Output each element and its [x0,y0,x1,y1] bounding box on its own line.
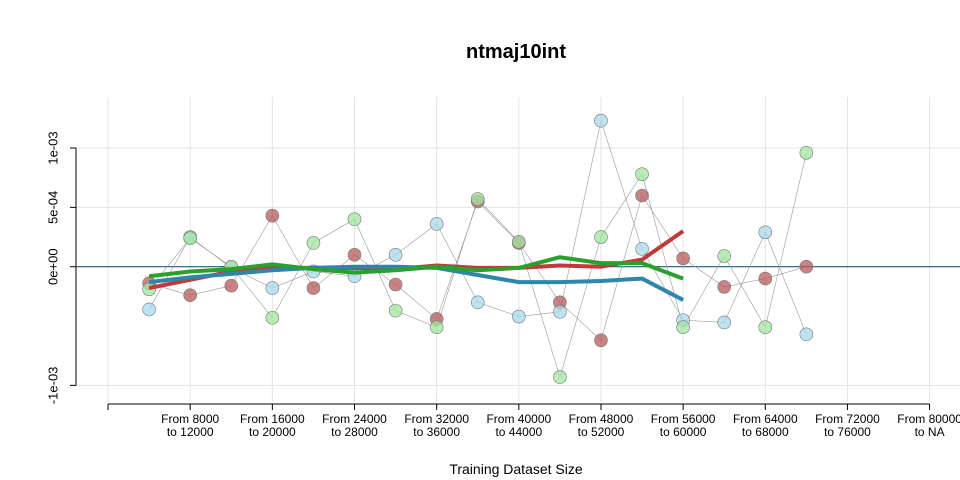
data-point [717,280,732,294]
x-tick-label: From 8000 to 12000 [161,412,219,439]
x-tick-label-line: From 56000 [651,412,716,426]
x-tick-label: From 72000 to 76000 [815,412,880,439]
data-point [635,242,649,256]
data-point [676,251,690,266]
data-point [429,320,444,335]
x-tick-label-line: to 52000 [578,425,625,439]
x-tick-label-line: From 24000 [322,412,387,426]
data-point [306,236,321,250]
data-point [717,315,732,330]
data-point [470,192,485,206]
y-tick-label: 1e-03 [45,131,60,164]
data-point [183,288,197,302]
x-tick-label-line: to 12000 [167,425,214,439]
x-tick-label-line: From 40000 [486,412,551,426]
data-point [594,333,608,348]
data-point [635,167,649,181]
x-tick-label-line: From 72000 [815,412,880,426]
data-point [758,225,773,240]
x-tick-label-line: to 68000 [742,425,789,439]
data-point [799,145,814,160]
x-tick-label: From 40000 to 44000 [486,412,551,439]
data-point [306,281,321,295]
data-point [388,277,403,292]
x-tick-label: From 32000 to 36000 [404,412,469,439]
data-point [758,271,773,286]
data-point [717,249,732,263]
data-point [676,320,690,335]
chart-title: ntmaj10int [466,41,566,63]
data-point [799,327,814,342]
y-tick-label: -1e-03 [45,367,60,405]
x-tick-label: From 80000 to NA [897,412,960,439]
x-tick-label-line: From 48000 [569,412,634,426]
x-tick-label-line: to 20000 [249,425,296,439]
x-tick-label: From 16000 to 20000 [240,412,305,439]
trend-line [148,255,684,281]
data-point [142,282,156,297]
data-point [265,208,280,223]
data-point [470,295,485,310]
x-tick-label-line: to 76000 [824,425,871,439]
x-tick-label: From 24000 to 28000 [322,412,387,439]
x-tick-label-line: From 64000 [733,412,798,426]
data-point [758,320,773,335]
data-point [799,259,814,274]
x-tick-label: From 56000 to 60000 [651,412,716,439]
x-axis-title: Training Dataset Size [449,461,583,477]
x-tick-label: From 48000 to 52000 [569,412,634,439]
data-point [594,113,608,128]
y-tick-label: 5e-04 [45,191,60,224]
data-point [265,310,280,325]
x-tick-label-line: From 16000 [240,412,305,426]
data-point [512,234,526,249]
x-tick-label-line: From 80000 [897,412,960,426]
data-point [388,248,403,262]
data-point [388,303,403,318]
x-tick-label-line: to NA [915,425,945,439]
data-point [594,230,608,244]
x-tick-label-line: to 28000 [331,425,378,439]
x-tick-label: From 64000 to 68000 [733,412,798,439]
x-tick-label-line: to 44000 [495,425,542,439]
data-point [347,248,362,262]
data-point [512,309,526,324]
x-tick-label-line: to 60000 [660,425,707,439]
data-point [347,212,362,227]
data-point [183,231,197,246]
x-tick-label-line: From 8000 [161,412,219,426]
series-line [148,152,807,379]
data-point [265,281,280,295]
x-tick-label-line: From 32000 [404,412,469,426]
x-tick-label-line: to 36000 [413,425,460,439]
data-point [429,217,444,231]
data-point [553,305,567,319]
data-point [142,302,156,317]
y-tick-label: 0e+00 [45,248,60,285]
data-point [635,188,649,203]
data-point [224,278,239,293]
data-point [553,370,567,384]
